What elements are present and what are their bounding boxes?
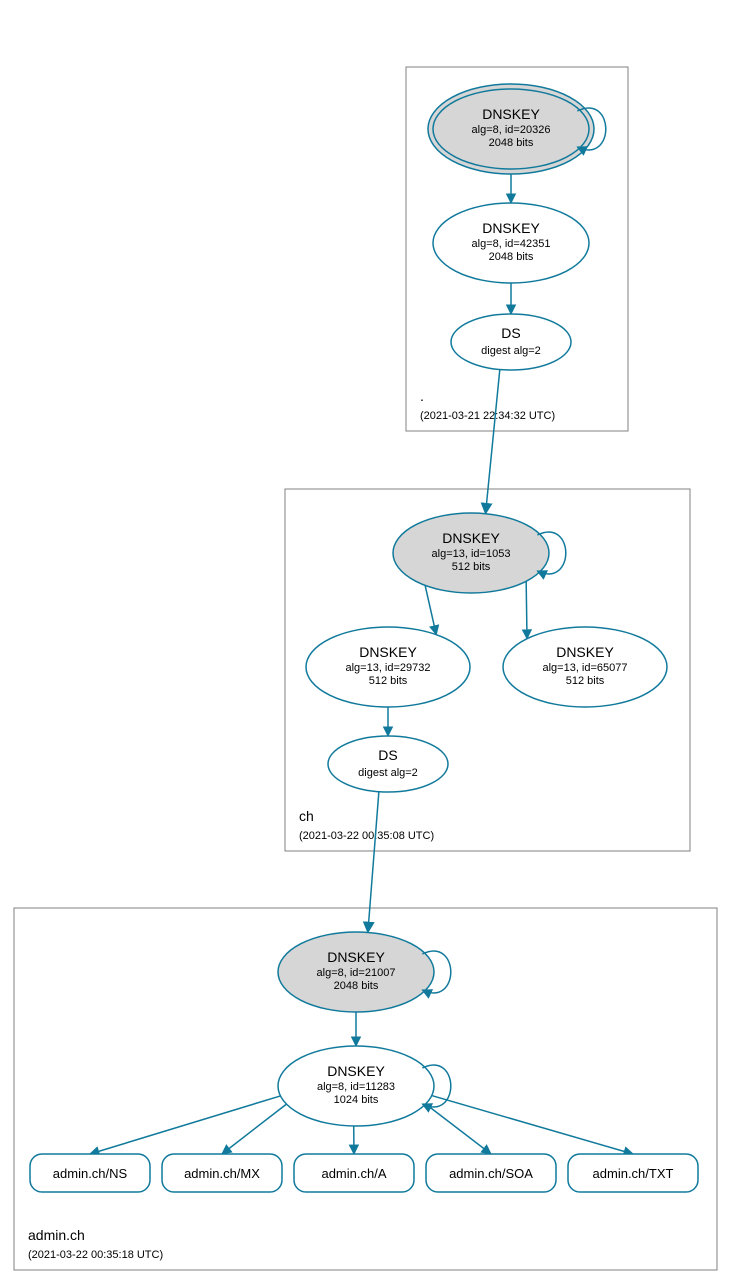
node-detail: 512 bits — [566, 675, 605, 687]
node-detail: 1024 bits — [334, 1094, 379, 1106]
rrset-label: admin.ch/MX — [184, 1166, 260, 1181]
zone-timestamp-admin: (2021-03-22 00:35:18 UTC) — [28, 1249, 163, 1261]
node-ch_ksk: DNSKEY alg=13, id=1053512 bits — [393, 513, 566, 593]
node-detail: 2048 bits — [489, 137, 534, 149]
node-title: DS — [501, 325, 520, 341]
rrset-box: admin.ch/SOA — [426, 1154, 556, 1192]
node-ch_zsk: DNSKEY alg=13, id=29732512 bits — [306, 627, 470, 707]
node-ch_key2: DNSKEY alg=13, id=65077512 bits — [503, 627, 667, 707]
rrset-box: admin.ch/A — [294, 1154, 414, 1192]
node-root_ds: DS digest alg=2 — [451, 314, 571, 370]
zone-timestamp-root: (2021-03-21 22:34:32 UTC) — [420, 410, 555, 422]
node-detail: alg=13, id=65077 — [542, 662, 627, 674]
node-admin_ksk: DNSKEY alg=8, id=210072048 bits — [278, 932, 451, 1012]
zone-label-ch: ch — [299, 808, 314, 824]
rrset-box: admin.ch/NS — [30, 1154, 150, 1192]
rrset-label: admin.ch/A — [321, 1166, 386, 1181]
node-title: DNSKEY — [556, 644, 614, 660]
edge-fan — [222, 1104, 286, 1154]
node-title: DNSKEY — [442, 530, 500, 546]
zone-label-admin: admin.ch — [28, 1227, 85, 1243]
rrset-box: admin.ch/MX — [162, 1154, 282, 1192]
rrset-label: admin.ch/TXT — [593, 1166, 674, 1181]
node-detail: alg=13, id=29732 — [345, 662, 430, 674]
node-detail: digest alg=2 — [481, 345, 541, 357]
rrset-label: admin.ch/SOA — [449, 1166, 533, 1181]
node-title: DS — [378, 747, 397, 763]
node-detail: digest alg=2 — [358, 767, 418, 779]
node-ch_ds: DS digest alg=2 — [328, 736, 448, 792]
node-detail: 2048 bits — [489, 251, 534, 263]
node-detail: alg=8, id=21007 — [317, 967, 396, 979]
zone-label-root: . — [420, 388, 424, 404]
edge-fan — [432, 1096, 633, 1154]
zone-timestamp-ch: (2021-03-22 00:35:08 UTC) — [299, 830, 434, 842]
edge-ch_ksk-ch_key2 — [526, 581, 527, 638]
node-detail: alg=8, id=42351 — [472, 238, 551, 250]
node-detail: alg=13, id=1053 — [432, 548, 511, 560]
edge-fan — [426, 1104, 491, 1154]
node-detail: 512 bits — [452, 561, 491, 573]
rrset-label: admin.ch/NS — [53, 1166, 128, 1181]
node-title: DNSKEY — [327, 1063, 385, 1079]
node-detail: 2048 bits — [334, 980, 379, 992]
node-title: DNSKEY — [482, 106, 540, 122]
edge-root_ds-ch_ksk — [486, 370, 500, 514]
node-title: DNSKEY — [482, 220, 540, 236]
edge-fan — [90, 1096, 280, 1154]
node-detail: alg=8, id=11283 — [317, 1081, 395, 1093]
edge-ch_ds-admin_ksk — [368, 792, 379, 933]
node-root_zsk: DNSKEY alg=8, id=423512048 bits — [433, 203, 589, 283]
node-root_ksk: DNSKEY alg=8, id=203262048 bits — [428, 84, 606, 174]
node-title: DNSKEY — [327, 949, 385, 965]
rrset-box: admin.ch/TXT — [568, 1154, 698, 1192]
node-admin_zsk: DNSKEY alg=8, id=112831024 bits — [278, 1046, 451, 1126]
node-detail: 512 bits — [369, 675, 408, 687]
node-detail: alg=8, id=20326 — [472, 124, 551, 136]
node-title: DNSKEY — [359, 644, 417, 660]
edge-ch_ksk-ch_zsk — [425, 585, 436, 634]
